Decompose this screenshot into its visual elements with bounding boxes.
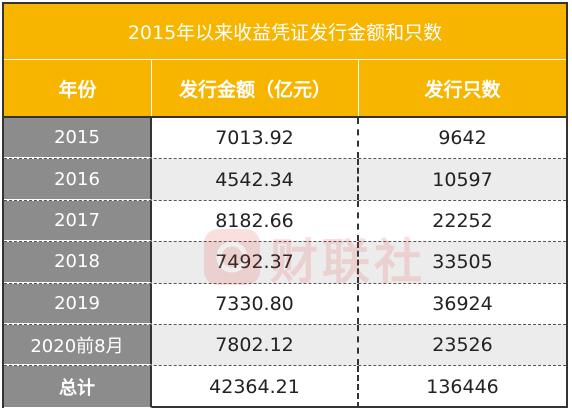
count-cell: 10597 bbox=[359, 159, 566, 200]
year-cell: 2016 bbox=[4, 159, 152, 200]
table-row: 2018 7492.37 33505 bbox=[4, 242, 566, 284]
year-cell: 2019 bbox=[4, 283, 152, 324]
total-count-cell: 136446 bbox=[426, 376, 499, 399]
year-cell: 2018 bbox=[4, 242, 152, 283]
amount-cell: 7802.12 bbox=[152, 324, 359, 366]
count-cell: 22252 bbox=[432, 209, 493, 232]
table-row: 2020前8月 7802.12 23526 bbox=[4, 324, 566, 367]
table-row: 2019 7330.80 36924 bbox=[4, 283, 566, 325]
table-header-row: 年份 发行金额（亿元） 发行只数 bbox=[4, 60, 566, 118]
amount-cell: 7492.37 bbox=[152, 242, 359, 283]
amount-cell: 7330.80 bbox=[152, 283, 359, 324]
total-amount-cell: 42364.21 bbox=[152, 366, 359, 408]
count-cell: 33505 bbox=[359, 242, 566, 283]
data-table: 2015年以来收益凭证发行金额和只数 年份 发行金额（亿元） 发行只数 2015… bbox=[2, 2, 568, 408]
amount-cell: 8182.66 bbox=[152, 200, 359, 242]
total-label-cell: 总计 bbox=[4, 366, 152, 408]
header-count: 发行只数 bbox=[424, 78, 501, 101]
year-cell: 2020前8月 bbox=[4, 324, 152, 366]
count-cell: 23526 bbox=[359, 324, 566, 366]
count-cell: 36924 bbox=[432, 292, 493, 315]
table-row: 2017 8182.66 22252 bbox=[4, 200, 566, 243]
header-amount: 发行金额（亿元） bbox=[152, 60, 359, 116]
header-year: 年份 bbox=[4, 60, 152, 116]
table-row: 2016 4542.34 10597 bbox=[4, 159, 566, 201]
table-title: 2015年以来收益凭证发行金额和只数 bbox=[4, 4, 566, 60]
count-cell: 9642 bbox=[438, 127, 487, 150]
amount-cell: 4542.34 bbox=[152, 159, 359, 200]
year-cell: 2017 bbox=[4, 200, 152, 242]
table-row: 2015 7013.92 9642 bbox=[4, 118, 566, 160]
table-row-total: 总计 42364.21 136446 bbox=[4, 366, 566, 408]
table-body: 2015 7013.92 9642 2016 4542.34 10597 201… bbox=[4, 118, 566, 408]
year-cell: 2015 bbox=[4, 118, 152, 159]
amount-cell: 7013.92 bbox=[152, 118, 359, 159]
